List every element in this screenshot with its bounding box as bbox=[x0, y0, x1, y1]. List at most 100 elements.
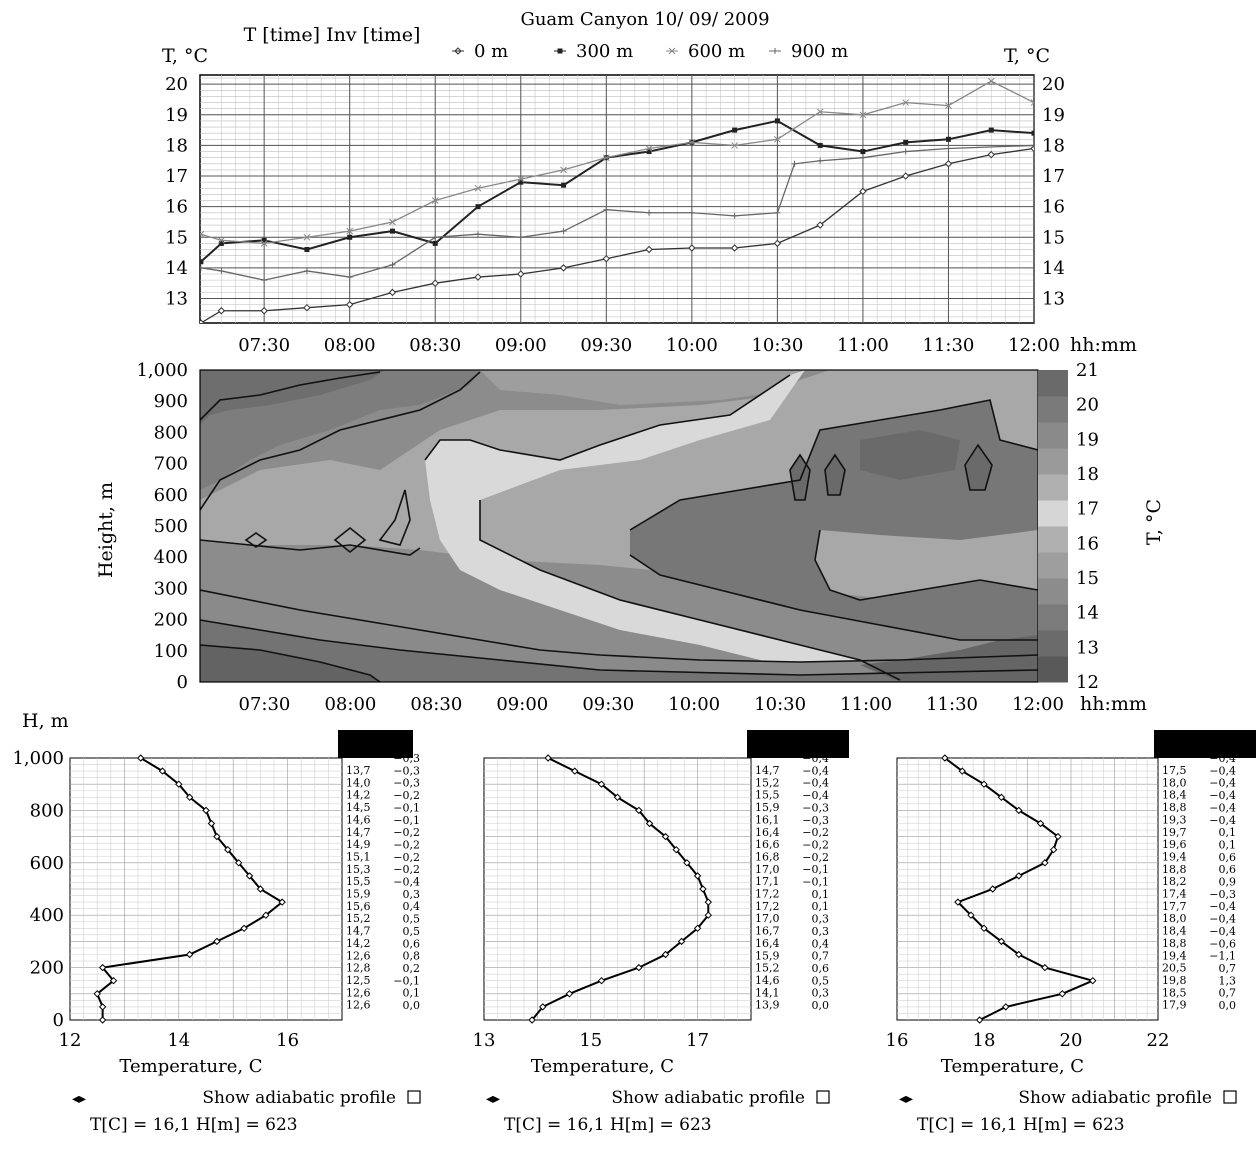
table-temperature: 15,9 bbox=[755, 801, 780, 814]
data-point bbox=[1015, 806, 1023, 815]
table-gradient: −1,1 bbox=[1209, 950, 1236, 963]
heat-region-upper-left-dark bbox=[200, 370, 385, 425]
data-point bbox=[988, 885, 997, 893]
data-point bbox=[185, 950, 194, 959]
data-point bbox=[517, 270, 525, 278]
adiabatic-profile-checkbox[interactable] bbox=[1223, 1090, 1237, 1104]
y-tick-label: 18 bbox=[1042, 135, 1065, 156]
table-temperature: 16,4 bbox=[755, 826, 780, 839]
table-temperature: 16,4 bbox=[755, 937, 780, 950]
table-temperature: 19,6 bbox=[1162, 838, 1187, 851]
table-temperature: 15,2 bbox=[755, 776, 780, 789]
data-point bbox=[902, 99, 910, 106]
table-temperature: 18,4 bbox=[1162, 789, 1187, 802]
data-point bbox=[347, 234, 353, 240]
data-point bbox=[98, 1003, 107, 1011]
x-tick-label: 10:30 bbox=[754, 694, 806, 715]
table-gradient: 0,7 bbox=[812, 950, 830, 963]
y-tick-label: 1,000 bbox=[12, 748, 64, 769]
data-point bbox=[389, 261, 396, 268]
table-gradient: −0,6 bbox=[1209, 937, 1236, 950]
y-tick-label: 19 bbox=[1042, 105, 1065, 126]
data-point bbox=[672, 845, 680, 854]
table-gradient: 1,3 bbox=[1219, 974, 1237, 987]
top-series bbox=[200, 77, 1034, 323]
heatmap-y-ticks: 0 100 200 300 400 500 600 700 800 900 1,000 bbox=[136, 360, 188, 693]
table-gradient: −0,4 bbox=[1209, 814, 1236, 827]
colorbar-tick-label: 20 bbox=[1076, 395, 1099, 416]
data-point bbox=[200, 264, 204, 271]
data-point bbox=[346, 227, 354, 235]
adiabatic-profile-checkbox[interactable] bbox=[407, 1090, 421, 1104]
table-gradient: −0,4 bbox=[1209, 764, 1236, 777]
black-header-box bbox=[1154, 730, 1256, 758]
y-tick-label: 20 bbox=[1042, 74, 1065, 95]
data-point bbox=[218, 240, 224, 246]
table-temperature: 14,5 bbox=[346, 801, 371, 814]
data-point bbox=[175, 780, 183, 788]
data-point bbox=[1054, 832, 1062, 841]
data-point bbox=[1002, 1003, 1010, 1011]
data-point bbox=[213, 937, 221, 946]
data-point bbox=[224, 845, 232, 854]
colorbar-swatch bbox=[1038, 474, 1068, 501]
data-point bbox=[517, 234, 524, 241]
data-point bbox=[645, 819, 654, 828]
x-tick-label: 11:30 bbox=[926, 694, 978, 715]
data-point bbox=[613, 793, 622, 802]
colorbar-swatch bbox=[1038, 370, 1068, 397]
table-gradient: −0,2 bbox=[393, 838, 420, 851]
data-point bbox=[773, 239, 782, 248]
data-point bbox=[475, 204, 481, 210]
top-plot-frame bbox=[199, 74, 1035, 324]
table-temperature: 15,2 bbox=[346, 912, 371, 925]
table-temperature: 15,9 bbox=[755, 949, 780, 962]
table-gradient: 0,4 bbox=[403, 900, 421, 913]
data-point bbox=[158, 767, 167, 775]
adiabatic-profile-checkbox[interactable] bbox=[816, 1090, 830, 1104]
data-point bbox=[646, 149, 652, 155]
data-point bbox=[517, 175, 525, 183]
data-point bbox=[571, 767, 579, 775]
data-point bbox=[432, 234, 439, 241]
x-tick-label: 10:00 bbox=[668, 694, 720, 715]
colorbar-swatch bbox=[1038, 552, 1068, 579]
y-tick-label: 0 bbox=[53, 1010, 64, 1031]
table-temperature: 17,5 bbox=[1162, 764, 1187, 777]
table-gradient: 0,0 bbox=[812, 999, 830, 1012]
data-point bbox=[635, 963, 643, 972]
data-point bbox=[303, 303, 311, 312]
top-x-ticks: 07:30 08:00 08:30 09:00 09:30 10:00 10:30 11:00… bbox=[238, 335, 1060, 356]
table-temperature: 17,1 bbox=[755, 875, 780, 888]
colorbar-tick-label: 21 bbox=[1076, 360, 1099, 381]
data-point bbox=[207, 819, 216, 828]
data-point bbox=[688, 244, 696, 252]
table-gradient: −0,2 bbox=[393, 789, 420, 802]
data-point bbox=[704, 911, 712, 919]
profile-y-axis-label: H, m bbox=[22, 710, 69, 732]
adiabatic-profile-label: Show adiabatic profile bbox=[611, 1088, 805, 1108]
data-point bbox=[217, 307, 226, 315]
y-tick-label: 14 bbox=[165, 258, 188, 279]
table-temperature: 18,0 bbox=[1162, 776, 1187, 789]
x-tick-label: 08:30 bbox=[409, 335, 461, 356]
data-point bbox=[262, 911, 270, 919]
table-temperature: 18,8 bbox=[1162, 937, 1187, 950]
data-point bbox=[200, 230, 205, 238]
table-temperature: 17,2 bbox=[755, 888, 780, 901]
table-gradient: −0,4 bbox=[802, 764, 829, 777]
table-temperature: 17,4 bbox=[1162, 888, 1187, 901]
data-point bbox=[683, 859, 691, 867]
black-header-box bbox=[747, 730, 849, 758]
data-point bbox=[1058, 990, 1067, 998]
x-tick-label: 09:30 bbox=[582, 694, 634, 715]
x-tick-label: 09:00 bbox=[495, 335, 547, 356]
table-gradient: 0,0 bbox=[1219, 999, 1237, 1012]
table-temperature: 14,7 bbox=[346, 925, 371, 938]
data-point bbox=[597, 976, 606, 985]
data-point bbox=[774, 135, 781, 143]
y-tick-label: 600 bbox=[30, 853, 64, 874]
table-gradient: 0,1 bbox=[812, 888, 830, 901]
data-point bbox=[185, 793, 194, 802]
